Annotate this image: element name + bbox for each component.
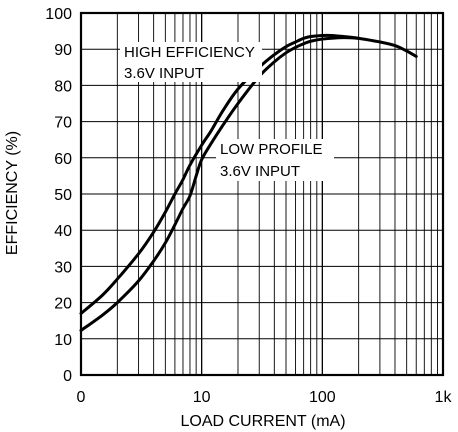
y-tick-label: 50	[54, 187, 72, 204]
y-tick-label: 70	[54, 115, 72, 132]
plot-frame	[79, 11, 445, 377]
x-axis-title: LOAD CURRENT (mA)	[180, 413, 345, 430]
annotation-low-profile: LOW PROFILE 3.6V INPUT	[216, 139, 334, 181]
annotation-high-efficiency-line1: HIGH EFFICIENCY	[124, 44, 255, 61]
y-tick-label: 40	[54, 223, 72, 240]
y-axis-title: EFFICIENCY (%)	[4, 131, 21, 255]
low-profile-curve	[79, 36, 361, 332]
y-tick-label: 100	[45, 6, 72, 23]
annotation-high-efficiency-line2: 3.6V INPUT	[124, 65, 204, 82]
x-tick-label: 100	[309, 389, 336, 406]
annotation-low-profile-line1: LOW PROFILE	[220, 141, 323, 158]
y-tick-label: 80	[54, 78, 72, 95]
x-tick-labels: 0 10 100 1k	[77, 389, 453, 406]
y-tick-label: 0	[63, 368, 72, 385]
y-tick-label: 10	[54, 332, 72, 349]
y-tick-label: 20	[54, 296, 72, 313]
x-tick-label: 0	[77, 389, 86, 406]
y-tick-label: 30	[54, 259, 72, 276]
y-tick-label: 90	[54, 42, 72, 59]
y-tick-labels: 0 10 20 30 40 50 60 70 80 90 100	[45, 6, 72, 385]
annotation-high-efficiency: HIGH EFFICIENCY 3.6V INPUT	[120, 42, 262, 82]
x-tick-label: 10	[193, 389, 211, 406]
y-tick-label: 60	[54, 151, 72, 168]
annotation-low-profile-line2: 3.6V INPUT	[220, 163, 300, 180]
x-tick-label: 1k	[435, 389, 453, 406]
